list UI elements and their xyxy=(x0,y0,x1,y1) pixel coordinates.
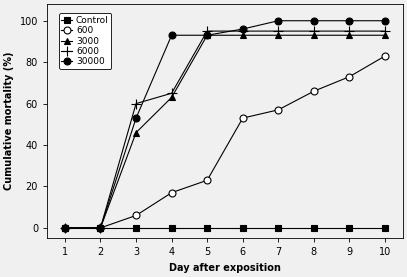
30000 xyxy=(311,19,316,22)
600 xyxy=(133,214,138,217)
3000 xyxy=(205,34,210,37)
Control xyxy=(62,226,67,230)
600 xyxy=(169,191,174,194)
3000 xyxy=(169,96,174,99)
Line: Control: Control xyxy=(61,224,389,231)
3000 xyxy=(240,34,245,37)
6000 xyxy=(276,29,281,33)
600 xyxy=(347,75,352,78)
Legend: Control, 600, 3000, 6000, 30000: Control, 600, 3000, 6000, 30000 xyxy=(59,13,112,69)
600 xyxy=(98,226,103,230)
Line: 6000: 6000 xyxy=(60,26,390,233)
6000 xyxy=(133,102,138,105)
6000 xyxy=(311,29,316,33)
Line: 600: 600 xyxy=(61,52,389,231)
Control xyxy=(276,226,281,230)
Control xyxy=(133,226,138,230)
6000 xyxy=(98,226,103,230)
Control xyxy=(169,226,174,230)
6000 xyxy=(240,29,245,33)
Control xyxy=(383,226,387,230)
600 xyxy=(276,108,281,111)
3000 xyxy=(383,34,387,37)
6000 xyxy=(169,92,174,95)
30000 xyxy=(240,27,245,31)
Line: 3000: 3000 xyxy=(61,32,389,231)
Line: 30000: 30000 xyxy=(61,17,389,231)
Control xyxy=(240,226,245,230)
6000 xyxy=(62,226,67,230)
30000 xyxy=(133,116,138,120)
30000 xyxy=(383,19,387,22)
30000 xyxy=(347,19,352,22)
600 xyxy=(240,116,245,120)
6000 xyxy=(205,29,210,33)
6000 xyxy=(347,29,352,33)
6000 xyxy=(383,29,387,33)
30000 xyxy=(98,226,103,230)
3000 xyxy=(276,34,281,37)
600 xyxy=(205,179,210,182)
30000 xyxy=(62,226,67,230)
Y-axis label: Cumulative mortality (%): Cumulative mortality (%) xyxy=(4,52,14,191)
600 xyxy=(311,89,316,93)
3000 xyxy=(62,226,67,230)
3000 xyxy=(347,34,352,37)
600 xyxy=(62,226,67,230)
3000 xyxy=(98,226,103,230)
Control xyxy=(205,226,210,230)
30000 xyxy=(169,34,174,37)
3000 xyxy=(133,131,138,134)
30000 xyxy=(205,34,210,37)
Control xyxy=(347,226,352,230)
600 xyxy=(383,54,387,58)
Control xyxy=(311,226,316,230)
Control xyxy=(98,226,103,230)
X-axis label: Day after exposition: Day after exposition xyxy=(169,263,281,273)
30000 xyxy=(276,19,281,22)
3000 xyxy=(311,34,316,37)
